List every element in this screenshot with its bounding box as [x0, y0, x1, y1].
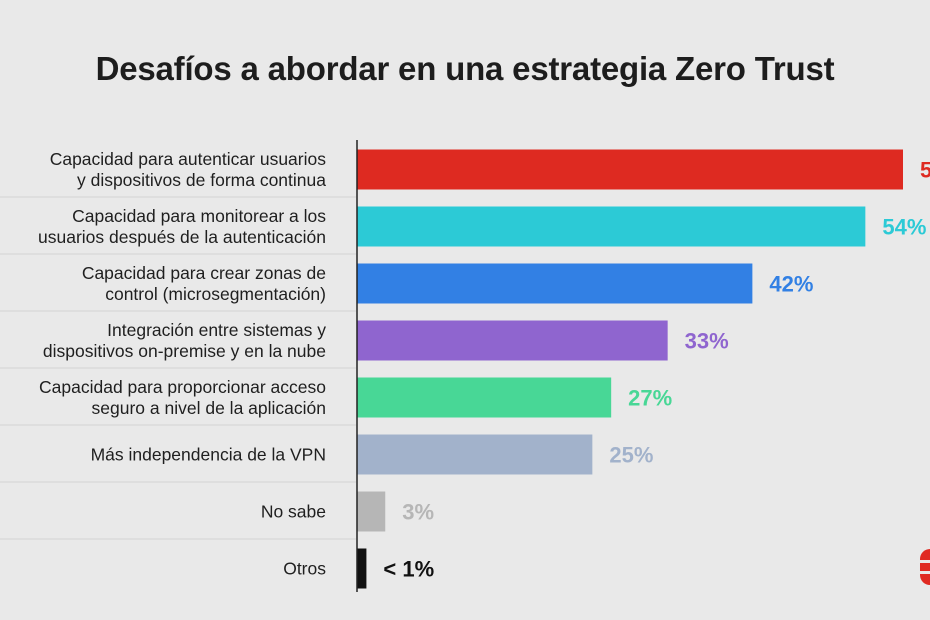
category-label-line: No sabe [261, 502, 326, 522]
bar [357, 434, 593, 475]
bar [357, 149, 903, 190]
value-label: 58% [920, 158, 930, 183]
value-label: 27% [628, 386, 672, 411]
category-label-line: Capacidad para monitorear a los [72, 206, 326, 226]
category-label-line: Capacidad para autenticar usuarios [50, 149, 327, 169]
value-label: 54% [882, 215, 926, 240]
brand-logo-icon [920, 549, 930, 585]
category-label-line: Capacidad para crear zonas de [82, 263, 326, 283]
value-label: 3% [402, 500, 434, 525]
chart-title: Desafíos a abordar en una estrategia Zer… [95, 50, 835, 87]
category-label-line: Integración entre sistemas y [107, 320, 326, 340]
bar [357, 263, 753, 304]
category-label-line: Más independencia de la VPN [91, 445, 326, 465]
category-label-line: y dispositivos de forma continua [77, 170, 326, 190]
value-label: 33% [685, 329, 729, 354]
category-label-line: usuarios después de la autenticación [38, 227, 326, 247]
category-label-line: Capacidad para proporcionar acceso [39, 377, 326, 397]
category-label-line: Otros [283, 559, 326, 579]
category-label: Capacidad para proporcionar acceso seguro… [39, 377, 326, 418]
category-label: Capacidad para monitorear a los usuarios … [38, 206, 326, 247]
category-label: Otros [283, 559, 326, 579]
category-label: Integración entre sistemas y dispositivos… [43, 320, 326, 361]
category-label-line: dispositivos on-premise y en la nube [43, 341, 326, 361]
category-label-line: control (microsegmentación) [105, 284, 326, 304]
value-label: 42% [769, 272, 813, 297]
category-label: Capacidad para autenticar usuarios y disp… [50, 149, 327, 190]
category-label: Capacidad para crear zonas de control (mi… [82, 263, 326, 304]
category-label-line: seguro a nivel de la aplicación [92, 398, 326, 418]
bar [357, 491, 386, 532]
category-label: Más independencia de la VPN [91, 445, 326, 465]
bar [357, 320, 668, 361]
value-label: < 1% [383, 557, 434, 582]
value-label: 25% [609, 443, 653, 468]
category-label: No sabe [261, 502, 326, 522]
bar [357, 206, 866, 247]
bar [357, 377, 612, 418]
bar [357, 548, 367, 589]
